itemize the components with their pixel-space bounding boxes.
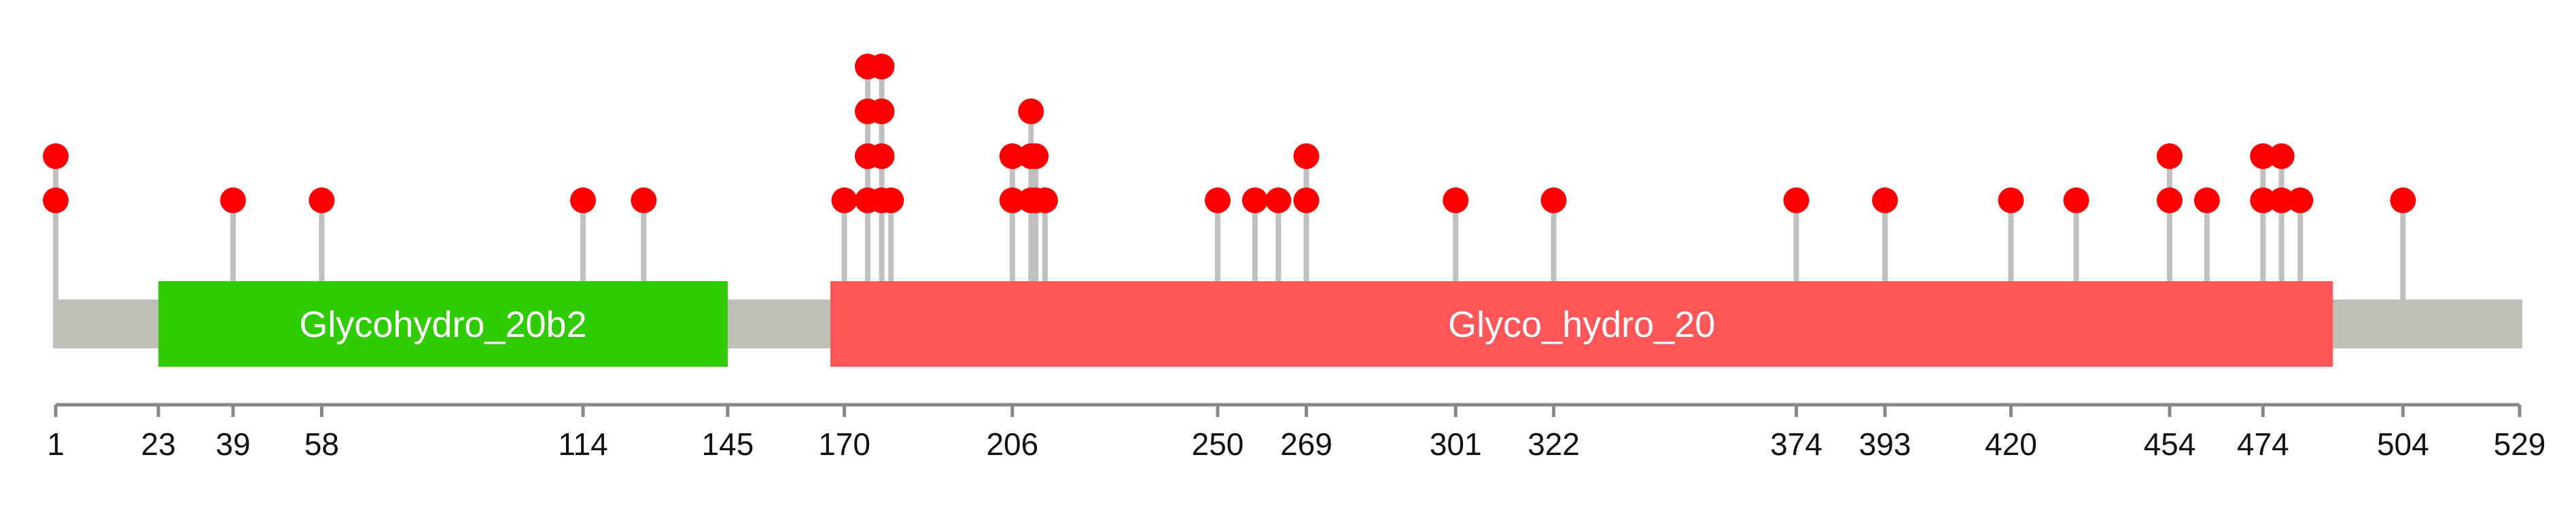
mutation-marker [631,187,657,213]
mutation-marker [1023,143,1049,169]
mutation-marker [308,187,335,213]
mutation-marker [2250,143,2276,169]
mutation-marker [43,187,69,213]
protein-domains: Glycohydro_20b2 Glyco_hydro_20 [158,281,2333,367]
mutation-marker [2287,187,2314,213]
mutation-marker [1031,187,1058,213]
axis-tick-label: 504 [2377,426,2429,462]
mutation-marker [868,54,895,79]
mutation-marker [1540,187,1567,213]
mutation-marker [878,187,904,213]
axis-tick-label: 374 [1770,426,1822,462]
mutation-marker [1241,187,1268,213]
mutation-marker [2063,187,2089,213]
axis-tick-label: 269 [1280,426,1333,462]
axis-tick-label: 474 [2237,426,2289,462]
mutation-marker [570,187,597,213]
axis-tick-label: 301 [1430,426,1482,462]
axis-tick-label: 322 [1528,426,1580,462]
domain-label: Glyco_hydro_20 [1448,304,1715,345]
axis-tick-label: 145 [702,426,754,462]
mutation-marker [2250,187,2276,213]
mutation-marker [868,143,895,169]
mutation-marker [1293,187,1320,213]
mutation-marker [1204,187,1231,213]
mutation-markers [43,54,2416,213]
mutation-marker [2156,143,2183,169]
mutation-marker [1998,187,2024,213]
mutation-marker [43,143,69,169]
mutation-marker [219,187,246,213]
mutation-marker [2156,187,2183,213]
axis-tick-label: 170 [818,426,870,462]
axis-tick-label: 529 [2494,426,2546,462]
axis-tick-label: 206 [986,426,1038,462]
domain-label: Glycohydro_20b2 [299,304,586,345]
mutation-marker [2193,187,2220,213]
domain-box [830,281,2333,367]
mutation-marker [1443,187,1469,213]
axis-tick-label: 420 [1985,426,2037,462]
mutation-marker [868,98,895,124]
mutation-marker [831,187,858,213]
axis-tick-label: 23 [141,426,175,462]
axis-tick-label: 39 [215,426,250,462]
mutation-marker [1293,143,1320,169]
mutation-marker [1783,187,1810,213]
axis-tick-label: 58 [304,426,339,462]
mutation-marker [1018,98,1044,124]
mutation-marker [1265,187,1292,213]
axis-tick-label: 454 [2144,426,2196,462]
mutation-marker [2390,187,2416,213]
axis-tick-label: 250 [1192,426,1244,462]
domain-box [158,281,728,367]
mutation-marker [999,187,1025,213]
axis-tick-label: 1 [47,426,65,462]
mutation-marker [2268,187,2295,213]
position-axis: 1 23 39 58 114 145 170 206 250 269 301 322 374 393 420… [47,403,2546,462]
mutation-marker [1872,187,1899,213]
mutation-stems [53,67,2406,299]
mutation-marker [2268,143,2295,169]
axis-tick-label: 114 [558,426,607,462]
axis-tick-label: 393 [1859,426,1911,462]
mutation-marker [999,143,1025,169]
